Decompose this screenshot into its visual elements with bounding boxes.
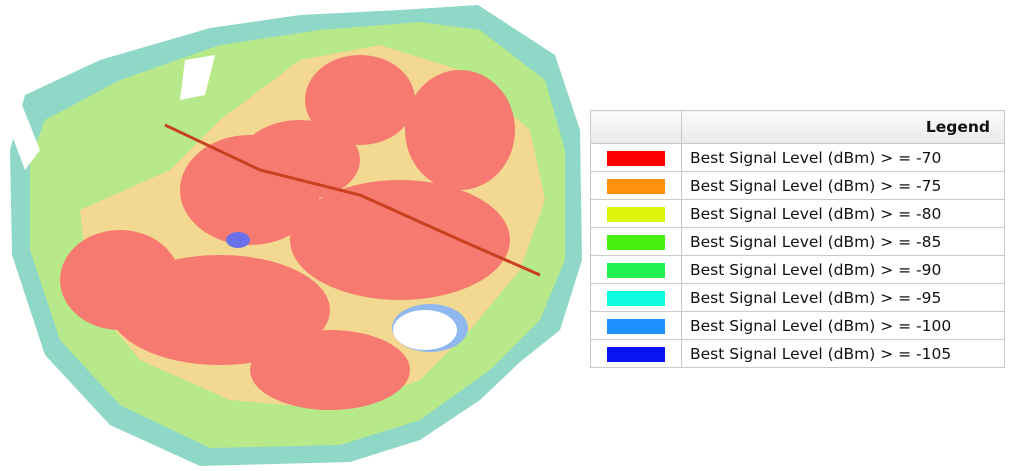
legend-row: Best Signal Level (dBm) > = -100 — [591, 312, 1005, 340]
swatch-cell — [591, 312, 682, 340]
swatch — [607, 207, 665, 222]
swatch-cell — [591, 200, 682, 228]
legend-title: Legend — [682, 111, 1005, 144]
swatch — [607, 319, 665, 334]
legend-row: Best Signal Level (dBm) > = -80 — [591, 200, 1005, 228]
legend-header: Legend — [591, 111, 1005, 144]
swatch — [607, 263, 665, 278]
legend-label: Best Signal Level (dBm) > = -90 — [682, 256, 1005, 284]
swatch-cell — [591, 256, 682, 284]
weak-patch — [226, 232, 250, 248]
header-blank — [591, 111, 682, 144]
strong-area — [250, 330, 410, 410]
swatch — [607, 179, 665, 194]
swatch — [607, 235, 665, 250]
legend-label: Best Signal Level (dBm) > = -105 — [682, 340, 1005, 368]
legend-label: Best Signal Level (dBm) > = -100 — [682, 312, 1005, 340]
legend-label: Best Signal Level (dBm) > = -80 — [682, 200, 1005, 228]
swatch — [607, 291, 665, 306]
strong-area — [405, 70, 515, 190]
swatch-cell — [591, 144, 682, 172]
swatch — [607, 151, 665, 166]
coverage-map — [0, 0, 590, 471]
lake — [393, 310, 457, 350]
page: {"legend": {"title": "Legend", "items": … — [0, 0, 1017, 471]
legend-label: Best Signal Level (dBm) > = -85 — [682, 228, 1005, 256]
legend-row: Best Signal Level (dBm) > = -75 — [591, 172, 1005, 200]
swatch-cell — [591, 228, 682, 256]
swatch-cell — [591, 340, 682, 368]
legend-row: Best Signal Level (dBm) > = -70 — [591, 144, 1005, 172]
strong-area — [290, 180, 510, 300]
legend-label: Best Signal Level (dBm) > = -95 — [682, 284, 1005, 312]
strong-area — [60, 230, 180, 330]
legend-row: Best Signal Level (dBm) > = -85 — [591, 228, 1005, 256]
legend-label: Best Signal Level (dBm) > = -75 — [682, 172, 1005, 200]
legend-row: Best Signal Level (dBm) > = -95 — [591, 284, 1005, 312]
legend-row: Best Signal Level (dBm) > = -105 — [591, 340, 1005, 368]
legend-label: Best Signal Level (dBm) > = -70 — [682, 144, 1005, 172]
legend-row: Best Signal Level (dBm) > = -90 — [591, 256, 1005, 284]
swatch-cell — [591, 172, 682, 200]
swatch — [607, 347, 665, 362]
swatch-cell — [591, 284, 682, 312]
strong-area — [240, 120, 360, 200]
